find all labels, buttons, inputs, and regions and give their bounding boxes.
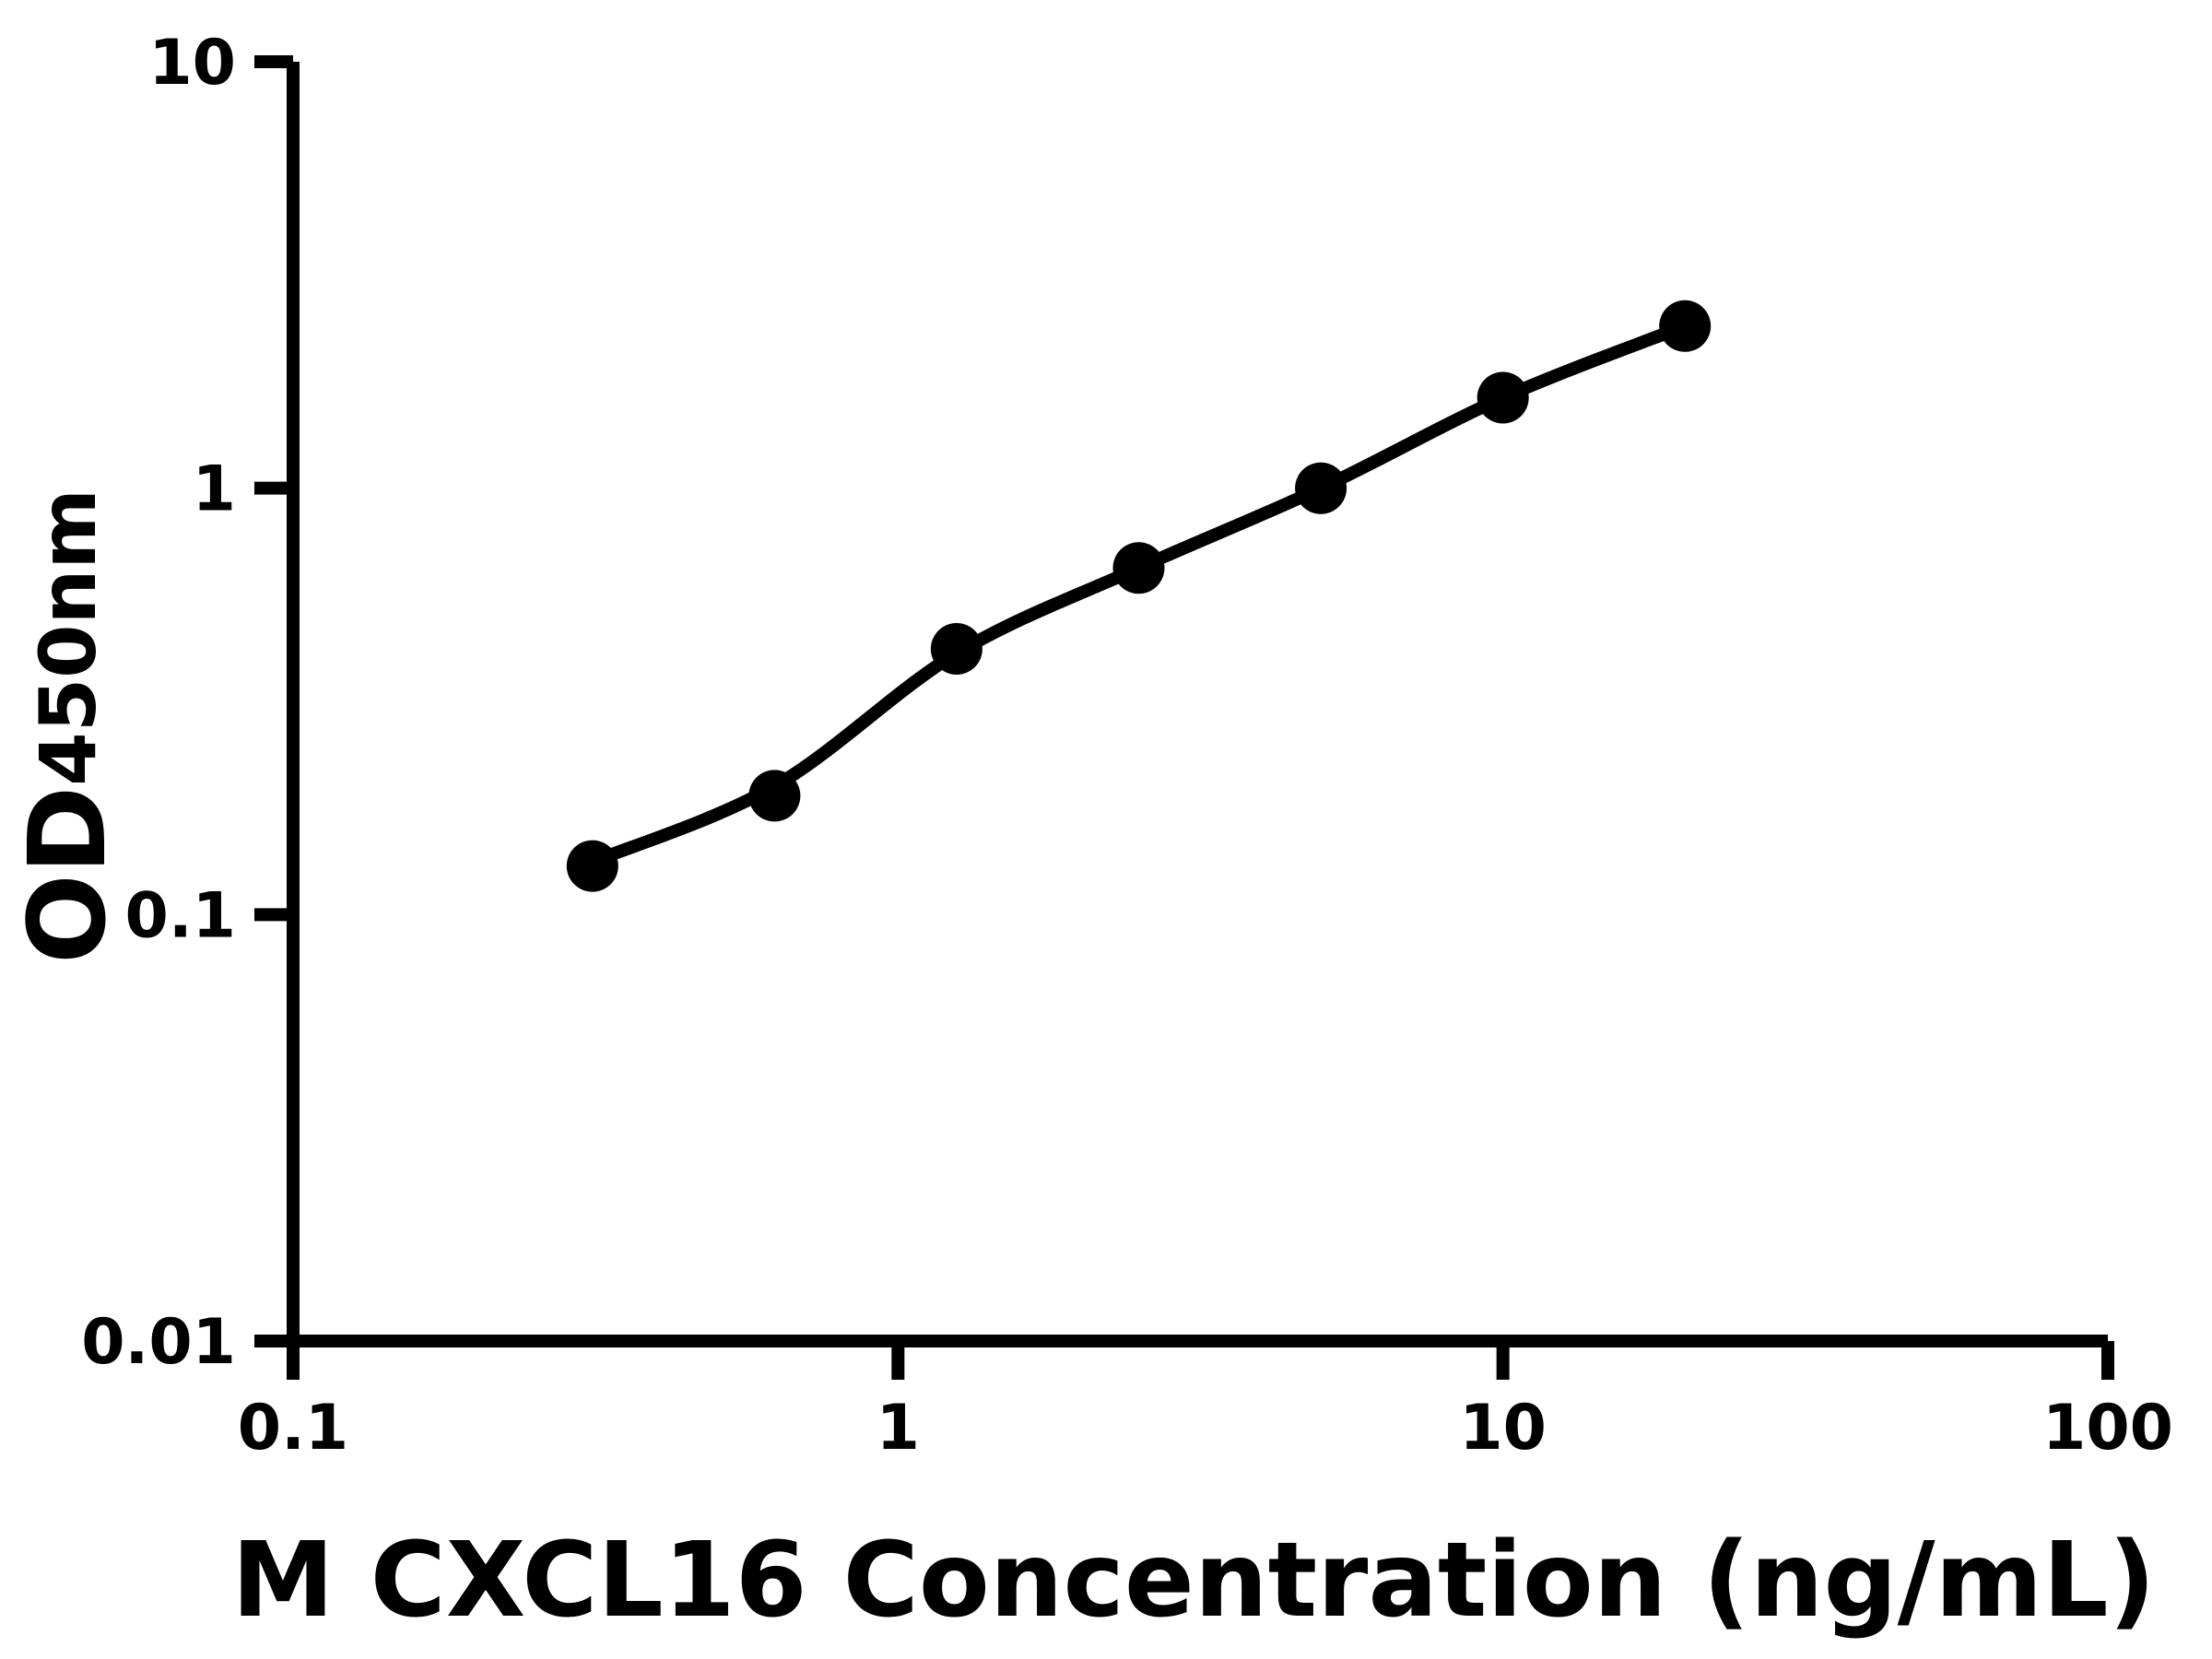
- data-point: [1477, 371, 1529, 424]
- x-axis-tick-labels: 0.1 1 10 100: [238, 1392, 2173, 1465]
- y-tick-label: 0.1: [125, 879, 236, 952]
- x-tick-label: 1: [877, 1392, 920, 1465]
- x-axis-title: M CXCL16 Concentration (ng/mL): [231, 1521, 2156, 1641]
- axis-lines: [287, 62, 2108, 1347]
- data-points: [566, 300, 1712, 892]
- y-tick-label: 0.01: [81, 1306, 236, 1379]
- x-tick-label: 0.1: [238, 1392, 348, 1465]
- y-axis-title-sub: 450nm: [23, 488, 113, 786]
- x-tick-label: 100: [2042, 1392, 2173, 1465]
- data-point: [748, 770, 801, 822]
- data-point: [1112, 542, 1165, 594]
- y-axis-tick-labels: 0.01 0.1 1 10: [81, 27, 236, 1379]
- x-tick-label: 10: [1459, 1392, 1547, 1465]
- y-tick-label: 10: [148, 27, 236, 100]
- data-point: [1659, 300, 1712, 352]
- y-axis-title: OD450nm: [6, 488, 130, 964]
- data-point: [930, 623, 982, 675]
- y-tick-label: 1: [193, 453, 236, 526]
- data-point: [566, 840, 618, 892]
- x-axis-ticks: [287, 1341, 2114, 1380]
- y-axis-title-main: OD: [6, 786, 130, 964]
- data-point: [1295, 462, 1347, 514]
